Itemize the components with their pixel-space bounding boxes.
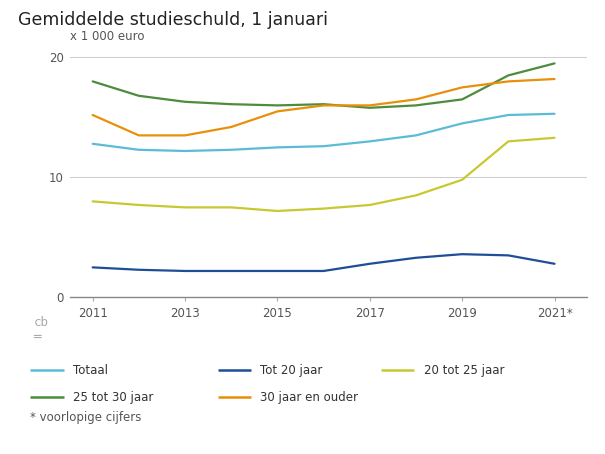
Text: cb
═: cb ═ [33, 316, 48, 344]
Text: 25 tot 30 jaar: 25 tot 30 jaar [73, 391, 153, 404]
Text: Tot 20 jaar: Tot 20 jaar [260, 364, 322, 376]
Text: 20 tot 25 jaar: 20 tot 25 jaar [424, 364, 504, 376]
Text: Gemiddelde studieschuld, 1 januari: Gemiddelde studieschuld, 1 januari [18, 11, 328, 30]
Text: 30 jaar en ouder: 30 jaar en ouder [260, 391, 358, 404]
Text: x 1 000 euro: x 1 000 euro [70, 30, 144, 43]
Text: * voorlopige cijfers: * voorlopige cijfers [30, 411, 142, 424]
Text: Totaal: Totaal [73, 364, 108, 376]
